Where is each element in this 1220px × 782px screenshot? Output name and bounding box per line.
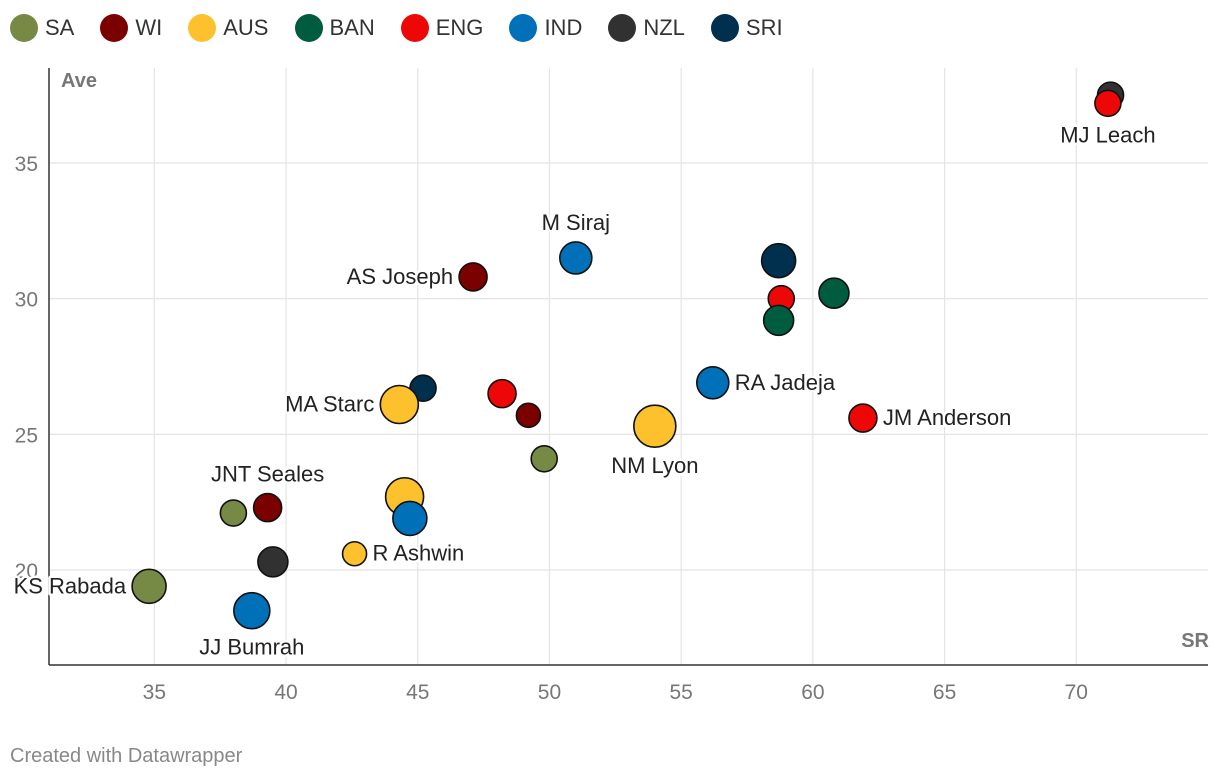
- data-point-aus: [379, 384, 420, 425]
- data-label: R Ashwin: [373, 541, 465, 566]
- x-tick-label: 45: [406, 681, 429, 704]
- data-label: MJ Leach: [1060, 122, 1155, 147]
- x-axis-label: SR: [1181, 630, 1209, 652]
- legend-item-sri[interactable]: SRI: [710, 14, 783, 42]
- legend-item-aus[interactable]: AUS: [188, 14, 269, 42]
- legend-label: ENG: [435, 15, 484, 40]
- legend-swatch: [100, 14, 129, 42]
- data-point-wi: [458, 262, 488, 292]
- data-label: MA Starc: [285, 391, 374, 416]
- data-point-ind: [392, 500, 428, 537]
- y-tick-label: 35: [15, 153, 38, 176]
- legend-item-sa[interactable]: SA: [10, 14, 74, 42]
- data-point-eng: [1094, 89, 1122, 118]
- legend-item-nzl[interactable]: NZL: [608, 14, 685, 42]
- data-point-eng: [487, 378, 517, 409]
- x-tick-label: 50: [538, 681, 561, 704]
- x-tick-label: 35: [143, 681, 166, 704]
- legend-label: AUS: [223, 15, 269, 40]
- x-tick-label: 70: [1065, 681, 1088, 704]
- legend-label: BAN: [329, 15, 375, 40]
- legend-swatch: [400, 14, 429, 42]
- legend-swatch: [10, 14, 38, 42]
- footer-credit: Created with Datawrapper: [10, 745, 243, 767]
- data-point-wi: [515, 402, 542, 429]
- legend-item-ind[interactable]: IND: [509, 14, 582, 42]
- x-tick-label: 65: [933, 681, 956, 704]
- legend-item-wi[interactable]: WI: [100, 14, 162, 42]
- legend-swatch: [294, 14, 323, 42]
- data-point-nzl: [257, 546, 289, 578]
- data-label: JM Anderson: [883, 405, 1011, 430]
- legend-swatch: [188, 14, 217, 42]
- data-point-eng: [848, 403, 878, 433]
- legend-swatch: [509, 14, 538, 42]
- data-label: M Siraj: [542, 210, 610, 235]
- data-point-aus: [341, 540, 368, 567]
- data-label: KS Rabada: [14, 573, 127, 598]
- legend-swatch: [608, 14, 637, 42]
- data-label: JJ Bumrah: [199, 635, 304, 660]
- legend-label: SA: [45, 15, 75, 40]
- x-tick-label: 55: [670, 681, 693, 704]
- legend-label: WI: [135, 15, 163, 40]
- x-tick-label: 40: [274, 681, 297, 704]
- data-point-sri: [760, 242, 797, 279]
- data-point-ban: [762, 304, 795, 337]
- y-axis-label: Ave: [61, 70, 97, 92]
- data-point-aus: [633, 404, 677, 449]
- data-point-sa: [131, 568, 167, 605]
- legend: SA WI AUS BAN ENG IND NZL SRI: [10, 12, 809, 44]
- data-point-ban: [818, 277, 850, 310]
- scatter-chart: 35 40 45 50 55 60 65 70 20 25 30 35 Ave SR MJ Leach M S…: [13, 68, 1210, 704]
- data-point-ind: [559, 241, 593, 275]
- data-point-wi: [252, 492, 283, 523]
- data-point-ind: [695, 365, 730, 400]
- data-point-sa: [530, 444, 559, 473]
- legend-item-ban[interactable]: BAN: [294, 14, 375, 42]
- legend-label: NZL: [643, 15, 685, 40]
- legend-label: IND: [544, 15, 583, 40]
- y-tick-label: 20: [15, 560, 38, 583]
- data-label: RA Jadeja: [735, 370, 836, 395]
- legend-label: SRI: [745, 15, 783, 40]
- data-label: NM Lyon: [611, 453, 698, 478]
- x-tick-label: 60: [801, 681, 824, 704]
- data-label: JNT Seales: [211, 462, 324, 487]
- data-label: AS Joseph: [347, 264, 453, 289]
- data-point-ind: [233, 591, 271, 630]
- legend-swatch: [710, 14, 739, 42]
- y-tick-label: 30: [15, 289, 38, 312]
- y-tick-label: 25: [15, 424, 38, 447]
- legend-item-eng[interactable]: ENG: [400, 14, 484, 42]
- data-point-sa: [219, 499, 248, 527]
